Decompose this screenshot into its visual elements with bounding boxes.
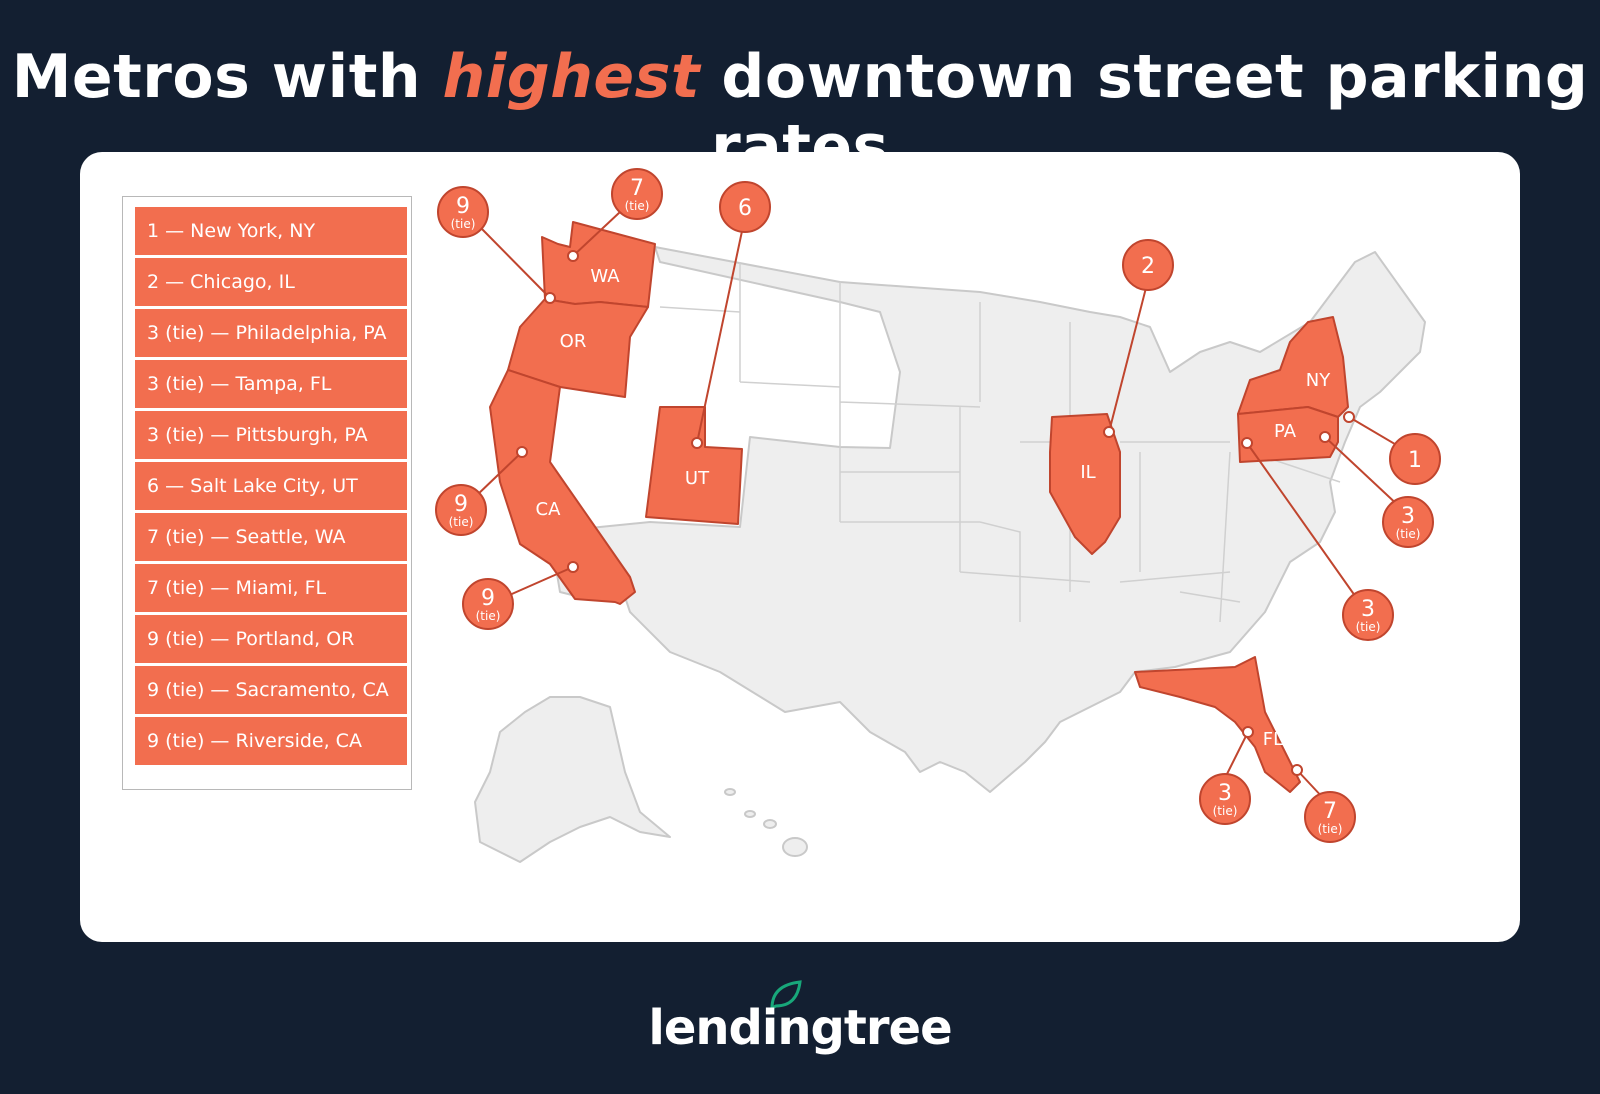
state-ut bbox=[645, 406, 743, 525]
svg-text:6: 6 bbox=[738, 196, 752, 221]
svg-text:(tie): (tie) bbox=[1396, 527, 1421, 541]
state-label-or: OR bbox=[560, 331, 587, 352]
ranking-legend: 1 — New York, NY 2 — Chicago, IL 3 (tie)… bbox=[122, 196, 412, 790]
state-ca bbox=[489, 369, 636, 605]
marker-sacramento: 9 (tie) bbox=[435, 484, 487, 536]
state-or bbox=[507, 298, 649, 398]
svg-text:(tie): (tie) bbox=[451, 217, 476, 231]
svg-text:(tie): (tie) bbox=[1356, 620, 1381, 634]
brand-logo: lendingtree bbox=[648, 1000, 952, 1056]
hawaii-shape bbox=[782, 837, 808, 857]
page-title: Metros with highest downtown street park… bbox=[0, 42, 1600, 182]
svg-text:9: 9 bbox=[481, 586, 495, 611]
svg-text:7: 7 bbox=[1323, 799, 1337, 824]
legend-item: 3 (tie) — Tampa, FL bbox=[135, 360, 407, 408]
svg-text:(tie): (tie) bbox=[1318, 822, 1343, 836]
marker-philadelphia: 3 (tie) bbox=[1382, 496, 1434, 548]
svg-text:(tie): (tie) bbox=[625, 199, 650, 213]
legend-item: 3 (tie) — Philadelphia, PA bbox=[135, 309, 407, 357]
state-wa bbox=[541, 221, 656, 308]
legend-item: 9 (tie) — Riverside, CA bbox=[135, 717, 407, 765]
title-before: Metros with bbox=[11, 42, 422, 112]
alaska-shape bbox=[474, 696, 671, 863]
state-label-ut: UT bbox=[685, 468, 710, 489]
svg-text:9: 9 bbox=[456, 194, 470, 219]
marker-chicago: 2 bbox=[1122, 239, 1174, 291]
svg-text:(tie): (tie) bbox=[449, 515, 474, 529]
leaf-icon bbox=[770, 980, 802, 1010]
state-label-ny: NY bbox=[1306, 370, 1331, 391]
us-map: WA OR CA UT IL NY PA FL bbox=[435, 168, 1441, 863]
svg-text:(tie): (tie) bbox=[476, 609, 501, 623]
state-label-fl: FL bbox=[1263, 729, 1283, 750]
marker-pittsburgh: 3 (tie) bbox=[1342, 589, 1394, 641]
state-label-ca: CA bbox=[536, 499, 562, 520]
marker-miami: 7 (tie) bbox=[1304, 791, 1356, 843]
marker-seattle: 7 (tie) bbox=[611, 168, 663, 220]
svg-text:7: 7 bbox=[630, 176, 644, 201]
marker-tampa: 3 (tie) bbox=[1199, 773, 1251, 825]
state-pa bbox=[1237, 406, 1339, 463]
legend-item: 9 (tie) — Portland, OR bbox=[135, 615, 407, 663]
svg-text:2: 2 bbox=[1141, 254, 1155, 279]
marker-portland: 9 (tie) bbox=[437, 186, 489, 238]
legend-item: 2 — Chicago, IL bbox=[135, 258, 407, 306]
marker-riverside: 9 (tie) bbox=[462, 578, 514, 630]
state-label-pa: PA bbox=[1274, 421, 1297, 442]
svg-text:1: 1 bbox=[1408, 448, 1422, 473]
state-fl bbox=[1134, 656, 1301, 793]
svg-text:3: 3 bbox=[1401, 504, 1415, 529]
title-highlight: highest bbox=[442, 42, 701, 112]
svg-text:(tie): (tie) bbox=[1213, 804, 1238, 818]
marker-saltlake: 6 bbox=[719, 181, 771, 233]
marker-newyork: 1 bbox=[1389, 433, 1441, 485]
legend-item: 3 (tie) — Pittsburgh, PA bbox=[135, 411, 407, 459]
svg-text:3: 3 bbox=[1218, 781, 1232, 806]
state-label-wa: WA bbox=[590, 266, 620, 287]
svg-text:9: 9 bbox=[454, 492, 468, 517]
legend-item: 7 (tie) — Seattle, WA bbox=[135, 513, 407, 561]
state-label-il: IL bbox=[1080, 462, 1095, 483]
legend-item: 1 — New York, NY bbox=[135, 207, 407, 255]
map-card: 1 — New York, NY 2 — Chicago, IL 3 (tie)… bbox=[80, 152, 1520, 942]
legend-item: 6 — Salt Lake City, UT bbox=[135, 462, 407, 510]
legend-item: 7 (tie) — Miami, FL bbox=[135, 564, 407, 612]
svg-text:3: 3 bbox=[1361, 597, 1375, 622]
legend-item: 9 (tie) — Sacramento, CA bbox=[135, 666, 407, 714]
